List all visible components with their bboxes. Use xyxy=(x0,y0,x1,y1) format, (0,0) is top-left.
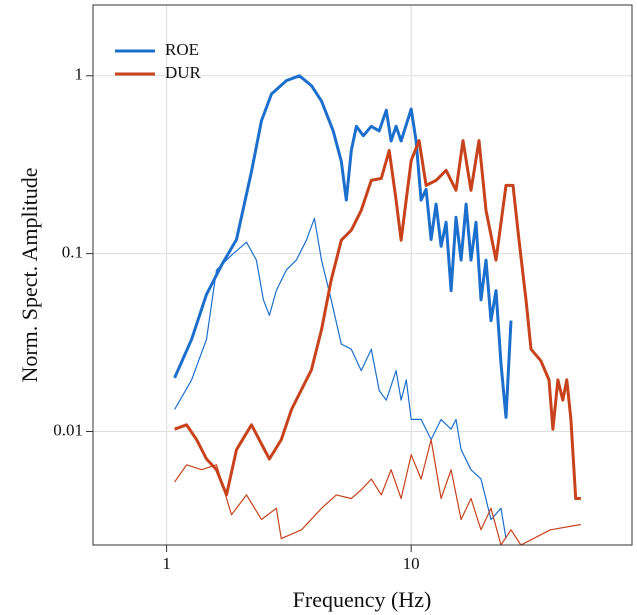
series-line xyxy=(174,139,581,500)
plot-lines xyxy=(173,74,581,545)
legend-label: ROE xyxy=(165,40,199,59)
x-tick-label: 10 xyxy=(403,554,420,573)
x-tick-label: 1 xyxy=(162,554,171,573)
legend: ROE DUR xyxy=(115,40,202,82)
ticks: 1 10 0.01 0.1 1 xyxy=(53,65,419,573)
y-tick-label: 1 xyxy=(75,65,84,84)
legend-label: DUR xyxy=(165,63,202,82)
series-line xyxy=(174,439,581,545)
y-tick-label: 0.1 xyxy=(62,243,83,262)
series-line xyxy=(173,74,513,419)
grid xyxy=(93,5,632,545)
y-tick-label: 0.01 xyxy=(53,420,83,439)
series-line xyxy=(174,217,507,539)
x-axis-title: Frequency (Hz) xyxy=(293,587,432,612)
y-axis-title: Norm. Spect. Amplitude xyxy=(17,167,42,382)
plot-frame xyxy=(92,4,633,546)
